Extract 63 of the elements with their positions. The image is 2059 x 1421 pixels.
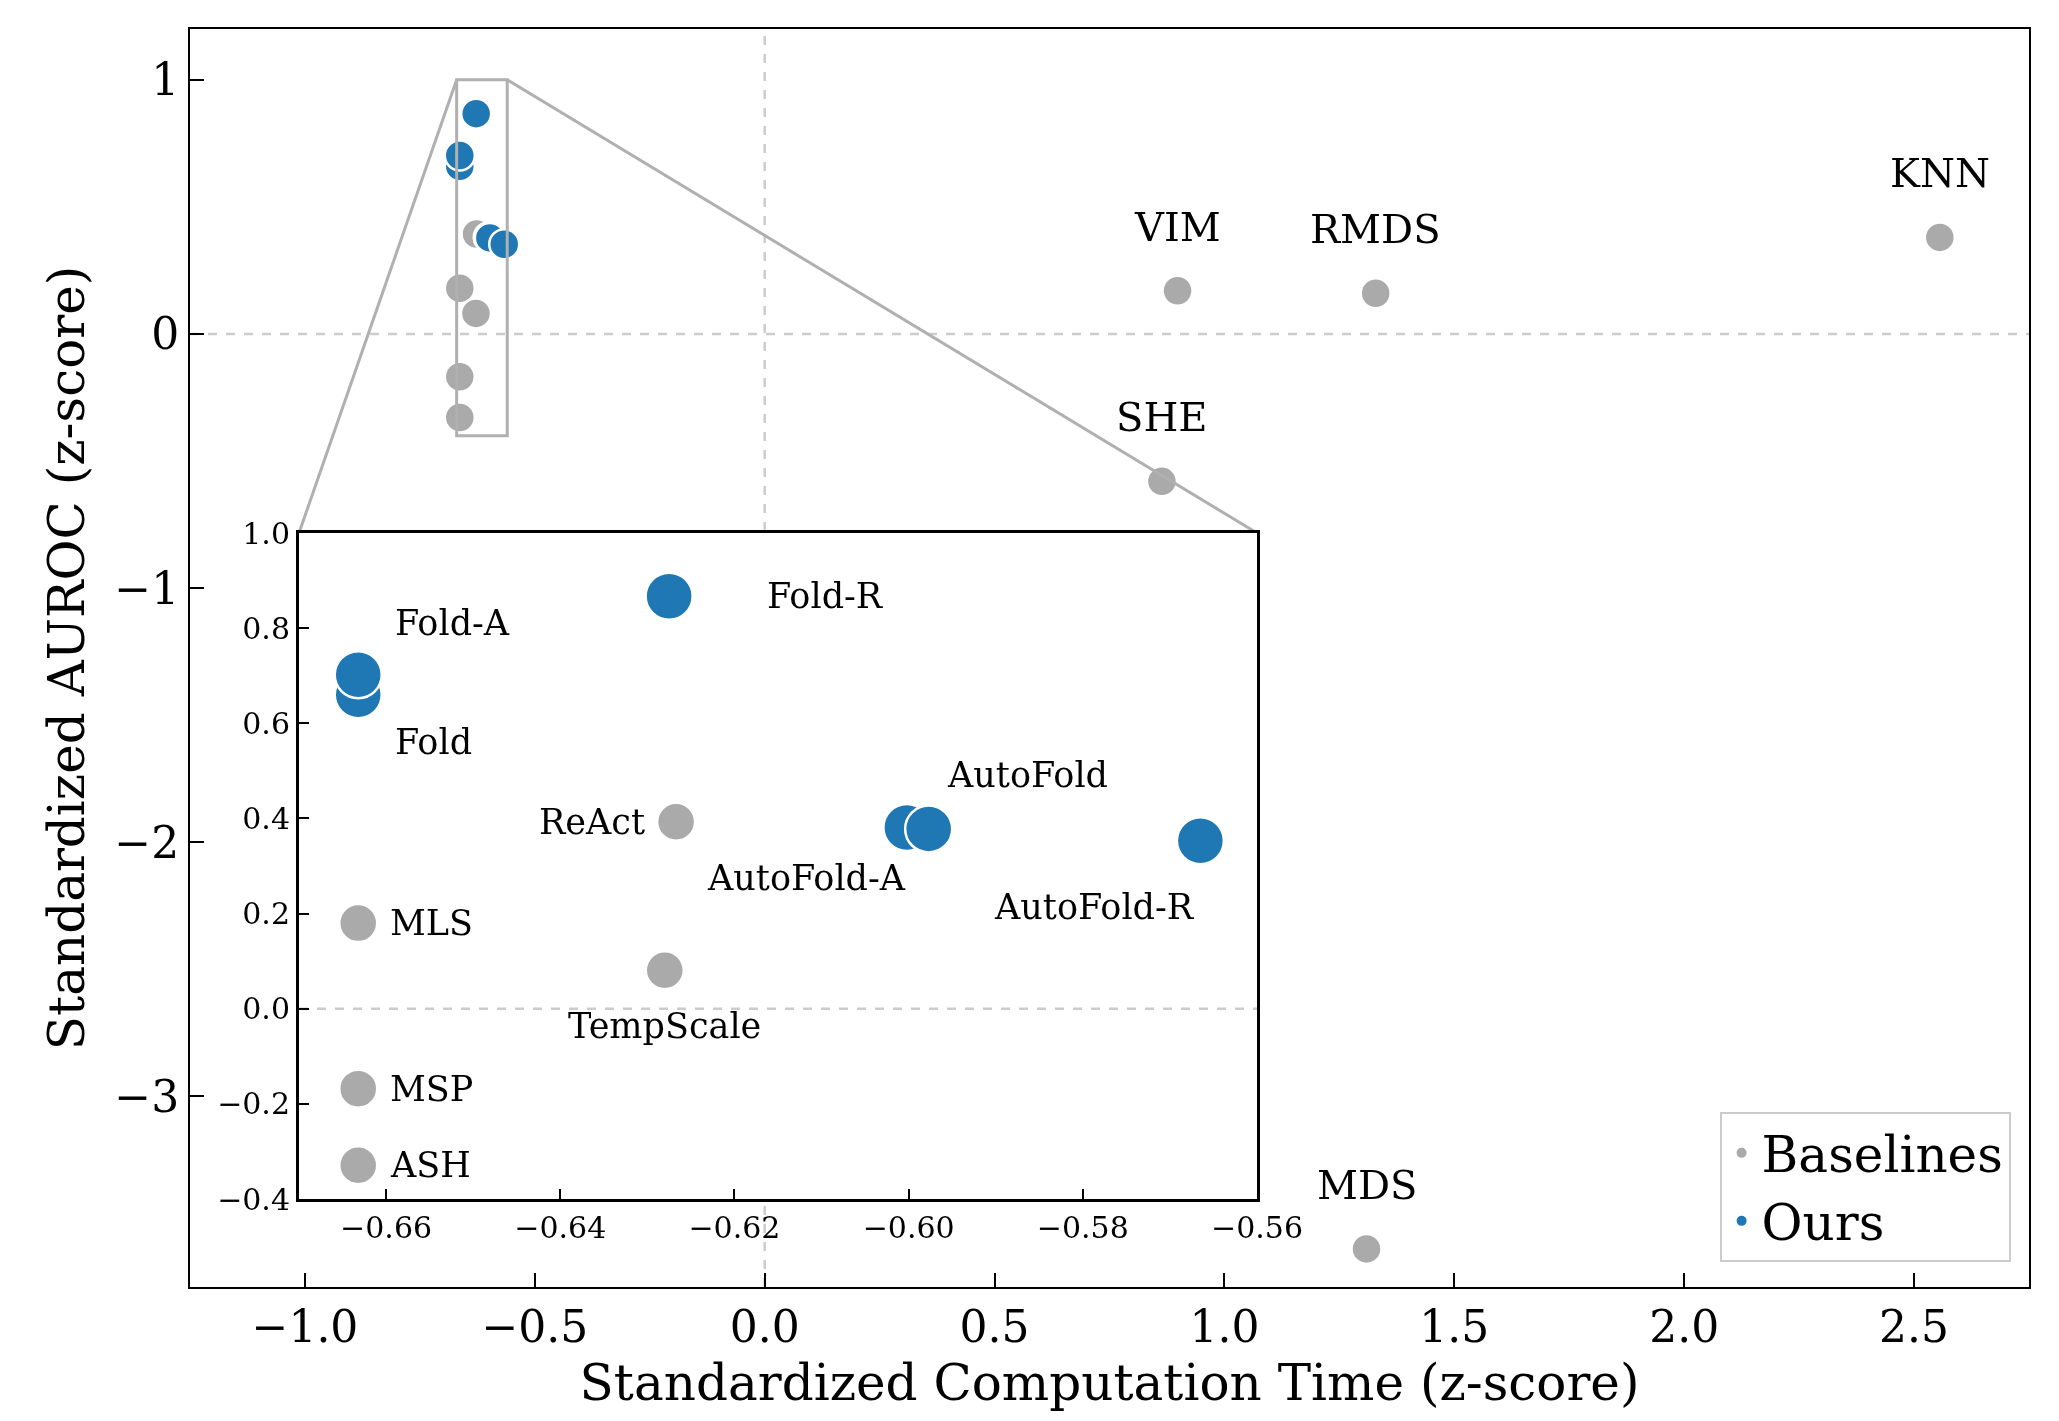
annotation: Fold [395,722,473,762]
x-tick-label: −0.62 [688,1210,781,1245]
y-tick-label: 1 [151,54,180,106]
annotation: Fold-R [767,576,884,616]
point [1145,465,1179,498]
annotation: VIM [1134,204,1221,250]
x-tick-label: 2.5 [1879,1300,1950,1352]
annotation: MLS [390,903,474,943]
point [903,804,954,854]
y-tick-label: −0.2 [217,1086,290,1122]
point [1359,277,1392,310]
annotation: KNN [1890,150,1990,196]
x-tick-label: 0.5 [959,1300,1030,1352]
x-tick-label: 0.0 [729,1300,800,1352]
y-tick-label: 0.4 [242,800,290,836]
y-tick-label: −3 [114,1070,180,1122]
y-tick-label: 0.2 [242,896,290,932]
point [337,1144,379,1186]
x-tick-label: −1.0 [251,1300,359,1352]
annotation: Fold-A [395,603,510,643]
annotation: TempScale [568,1006,762,1046]
y-tick-label: 0.6 [242,705,290,741]
annotation: ASH [390,1145,471,1185]
x-tick-label: −0.60 [862,1210,955,1245]
point [644,949,686,991]
annotation: AutoFold-R [994,887,1195,927]
point [1161,274,1194,308]
y-tick-label: 0.0 [242,991,290,1027]
annotation: RMDS [1310,206,1441,252]
y-tick-label: −2 [114,816,180,868]
point [459,97,493,130]
point [1350,1232,1383,1266]
x-tick-label: −0.58 [1036,1210,1129,1245]
annotation: ReAct [539,802,646,842]
point [1175,816,1226,866]
x-tick-label: 2.0 [1649,1300,1720,1352]
x-tick-label: −0.64 [514,1210,607,1245]
y-axis-title: Standardized AUROC (z-score) [37,265,96,1051]
y-tick-label: 0 [151,308,180,360]
point [655,801,697,842]
point [337,1068,379,1109]
legend-label: Ours [1761,1194,1885,1253]
point [337,902,379,944]
annotation: MSP [390,1069,474,1109]
annotation: AutoFold [947,755,1108,795]
annotation: AutoFold-A [707,858,906,898]
y-tick-label: 0.8 [242,610,290,646]
legend-label: Baselines [1761,1126,2003,1185]
annotation: MDS [1317,1162,1418,1208]
x-tick-label: −0.56 [1211,1210,1303,1245]
y-tick-label: 1.0 [242,515,290,551]
x-tick-label: −0.5 [481,1300,589,1352]
x-tick-label: 1.0 [1189,1300,1260,1352]
x-tick-label: −0.66 [340,1210,433,1245]
x-tick-label: 1.5 [1419,1300,1490,1352]
point [644,571,694,621]
point [1923,221,1957,254]
x-axis-title: Standardized Computation Time (z-score) [579,1353,1640,1412]
y-tick-label: −1 [114,562,180,614]
point [333,650,383,700]
annotation: SHE [1116,394,1208,440]
point [459,297,493,330]
y-tick-label: −0.4 [217,1181,290,1217]
